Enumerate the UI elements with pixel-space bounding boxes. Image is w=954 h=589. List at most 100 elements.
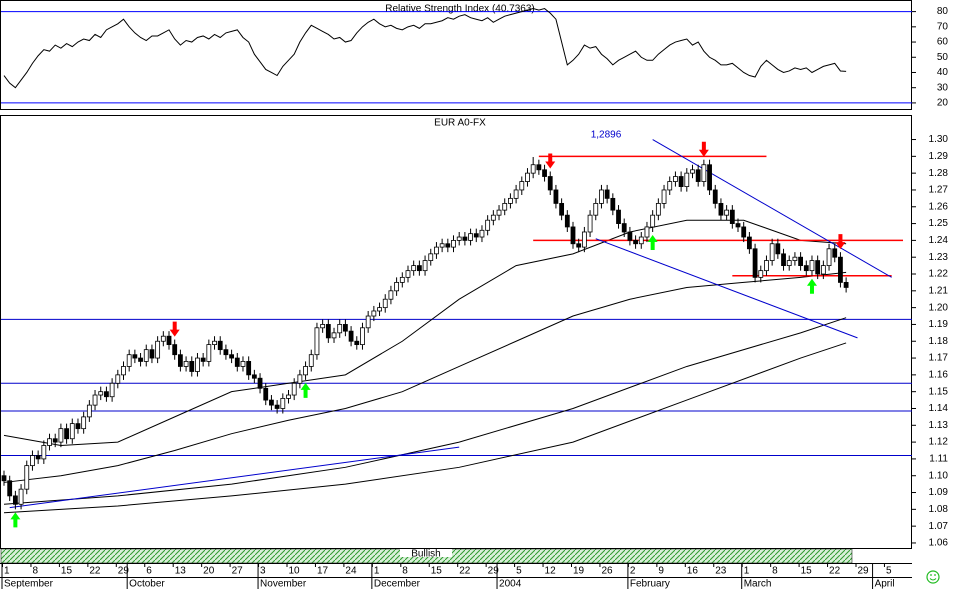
y-tick-label: 1.13 xyxy=(929,420,949,431)
x-tick-label: 13 xyxy=(175,566,187,577)
y-tick-label: 1.21 xyxy=(929,285,949,296)
y-tick-label: 70 xyxy=(937,21,949,32)
moving-average xyxy=(3,317,847,505)
candle-body xyxy=(599,189,604,204)
buy-arrow xyxy=(806,278,817,294)
buy-arrow xyxy=(10,512,21,528)
candle-body xyxy=(274,404,280,409)
candle-body xyxy=(758,270,764,278)
buy-arrow xyxy=(300,382,311,398)
candle-body xyxy=(644,226,650,238)
x-tick-label: 27 xyxy=(232,566,244,577)
candle-body xyxy=(581,231,587,248)
x-tick-label: 15 xyxy=(431,566,443,577)
candle-body xyxy=(325,324,331,339)
candle-body xyxy=(707,164,712,191)
x-tick-label: 9 xyxy=(658,566,664,577)
candle-body xyxy=(166,335,172,346)
candle-body xyxy=(138,357,143,362)
candle-body xyxy=(81,416,87,430)
smiley-eye xyxy=(930,574,932,576)
candle-body xyxy=(365,315,371,329)
candle-body xyxy=(149,349,155,359)
candle-body xyxy=(104,391,109,398)
candle-body xyxy=(7,480,13,497)
candle-body xyxy=(661,189,667,204)
y-tick-label: 1.11 xyxy=(929,454,948,465)
candle-body xyxy=(160,335,166,342)
candle-body xyxy=(553,189,559,204)
price-panel xyxy=(0,115,912,549)
candle-body xyxy=(109,382,115,398)
x-tick-label: 5 xyxy=(516,566,522,577)
y-tick-label: 1.18 xyxy=(929,336,949,347)
y-tick-label: 1.09 xyxy=(929,487,949,498)
candle-body xyxy=(468,233,473,241)
candle-body xyxy=(638,236,644,245)
candle-body xyxy=(690,169,695,174)
candle-body xyxy=(257,377,263,389)
x-tick-label: 16 xyxy=(687,566,699,577)
x-tick-label: 1 xyxy=(744,566,750,577)
candle-body xyxy=(803,265,809,272)
candle-body xyxy=(217,340,223,351)
month-label: September xyxy=(4,579,54,589)
x-tick-label: 20 xyxy=(203,566,215,577)
candle-body xyxy=(234,357,240,367)
x-tick-label: 26 xyxy=(601,566,613,577)
candle-body xyxy=(667,181,673,191)
x-tick-label: 22 xyxy=(89,566,101,577)
y-tick-label: 1.25 xyxy=(929,218,949,229)
candle-body xyxy=(781,253,786,267)
peak-annotation: 1,2896 xyxy=(591,130,622,141)
candle-body xyxy=(195,357,200,372)
candle-body xyxy=(18,488,24,505)
x-tick-label: 15 xyxy=(61,566,73,577)
candle-body xyxy=(792,256,798,261)
candle-body xyxy=(530,164,536,174)
candle-body xyxy=(650,214,656,228)
sell-arrow xyxy=(835,234,846,250)
candle-body xyxy=(627,231,633,241)
y-tick-label: 1.20 xyxy=(929,302,949,313)
y-tick-label: 1.19 xyxy=(929,319,949,330)
candle-body xyxy=(434,246,439,255)
candle-body xyxy=(490,214,496,221)
candle-body xyxy=(473,233,479,238)
y-tick-label: 1.22 xyxy=(929,269,949,280)
candle-body xyxy=(451,239,456,248)
candle-body xyxy=(820,265,826,275)
month-label: October xyxy=(129,579,165,589)
x-tick-label: 10 xyxy=(289,566,301,577)
candle-body xyxy=(508,197,513,204)
month-label: 2004 xyxy=(499,579,522,589)
candle-body xyxy=(610,197,616,211)
candle-body xyxy=(314,327,320,356)
rsi-line xyxy=(3,8,847,89)
candle-body xyxy=(206,344,212,362)
smiley-face xyxy=(926,570,940,584)
x-tick-label: 12 xyxy=(545,566,557,577)
candle-body xyxy=(308,354,314,367)
moving-average xyxy=(3,219,847,446)
price-title: EUR A0-FX xyxy=(434,118,486,129)
y-tick-label: 1.29 xyxy=(929,151,949,162)
candle-body xyxy=(41,445,47,460)
y-tick-label: 1.16 xyxy=(929,370,949,381)
candle-body xyxy=(212,340,217,346)
candle-body xyxy=(416,265,422,272)
x-tick-label: 23 xyxy=(715,566,727,577)
x-tick-label: 8 xyxy=(32,566,38,577)
candle-body xyxy=(525,172,530,182)
month-label: December xyxy=(374,579,421,589)
x-tick-label: 8 xyxy=(772,566,778,577)
candle-body xyxy=(735,223,741,228)
candle-body xyxy=(724,209,730,216)
month-label: November xyxy=(260,579,307,589)
candle-body xyxy=(24,465,30,490)
smiley-eye xyxy=(934,574,936,576)
x-tick-label: 2 xyxy=(630,566,636,577)
x-tick-label: 5 xyxy=(886,566,892,577)
candle-body xyxy=(115,374,121,384)
